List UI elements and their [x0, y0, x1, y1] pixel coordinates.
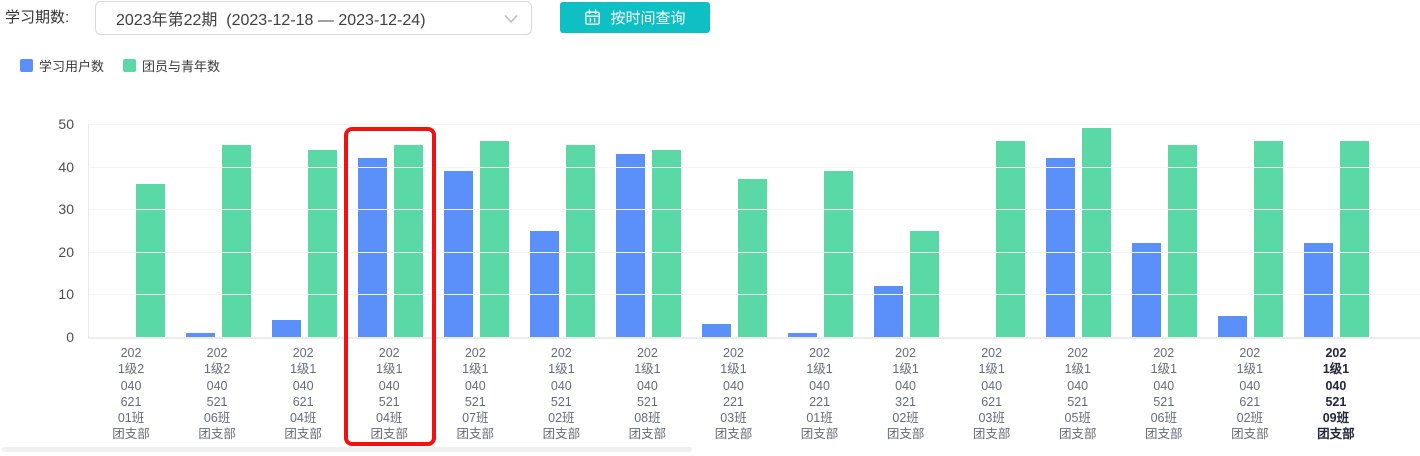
chevron-down-icon — [504, 14, 518, 24]
chart-legend: 学习用户数 团员与青年数 — [20, 56, 220, 75]
gridline — [89, 167, 1420, 168]
legend-swatch-blue — [20, 59, 33, 72]
bar-group — [691, 124, 777, 337]
bar-members-and-youth[interactable] — [1168, 145, 1197, 337]
bar-study-users[interactable] — [1132, 243, 1161, 337]
bar-study-users[interactable] — [616, 154, 645, 337]
bar-group — [433, 124, 519, 337]
bar-study-users[interactable] — [788, 333, 817, 337]
bar-members-and-youth[interactable] — [394, 145, 423, 337]
gridline — [89, 209, 1420, 210]
horizontal-scrollbar-thumb[interactable] — [2, 447, 692, 452]
bar-group — [519, 124, 605, 337]
x-axis-label: 202 1级1 040 621 02班 团支部 — [1207, 345, 1293, 443]
x-axis-label: 202 1级1 040 521 07班 团支部 — [432, 345, 518, 443]
y-tick-label: 20 — [58, 244, 74, 260]
bar-group — [1208, 124, 1294, 337]
x-axis-label: 202 1级1 040 521 05班 团支部 — [1035, 345, 1121, 443]
gridline — [89, 294, 1420, 295]
bar-group — [605, 124, 691, 337]
y-axis: 01020304050 — [0, 124, 80, 337]
x-axis-label: 202 1级1 040 621 03班 团支部 — [949, 345, 1035, 443]
legend-swatch-green — [123, 59, 136, 72]
x-axis-label: 202 1级1 040 221 03班 团支部 — [690, 345, 776, 443]
period-select[interactable]: 2023年第22期 (2023-12-18 — 2023-12-24) — [95, 1, 532, 35]
y-tick-label: 30 — [58, 201, 74, 217]
bar-groups — [89, 124, 1380, 337]
bar-group — [347, 124, 433, 337]
x-axis-label: 202 1级1 040 221 01班 团支部 — [777, 345, 863, 443]
bar-group — [1122, 124, 1208, 337]
gridline — [89, 252, 1420, 253]
legend-item-study-users[interactable]: 学习用户数 — [20, 56, 104, 75]
bar-members-and-youth[interactable] — [652, 150, 681, 337]
calendar-icon — [584, 9, 601, 26]
legend-label: 学习用户数 — [39, 56, 104, 75]
bar-group — [1036, 124, 1122, 337]
period-field-label: 学习期数: — [5, 0, 69, 36]
bar-members-and-youth[interactable] — [910, 231, 939, 338]
bar-group — [89, 124, 175, 337]
bar-members-and-youth[interactable] — [1340, 141, 1369, 337]
x-axis-label: 202 1级1 040 621 04班 团支部 — [260, 345, 346, 443]
bar-group — [175, 124, 261, 337]
query-by-time-label: 按时间查询 — [610, 7, 685, 28]
y-tick-label: 10 — [58, 286, 74, 302]
bar-members-and-youth[interactable] — [566, 145, 595, 337]
bar-members-and-youth[interactable] — [1254, 141, 1283, 337]
bar-members-and-youth[interactable] — [222, 145, 251, 337]
bar-study-users[interactable] — [530, 231, 559, 338]
bar-members-and-youth[interactable] — [308, 150, 337, 337]
bar-members-and-youth[interactable] — [136, 184, 165, 337]
legend-item-members-and-youth[interactable]: 团员与青年数 — [123, 56, 220, 75]
bar-group — [1294, 124, 1380, 337]
bar-study-users[interactable] — [358, 158, 387, 337]
bar-chart: 01020304050 202 1级2 040 621 01班 团支部202 1… — [0, 100, 1420, 450]
bar-members-and-youth[interactable] — [996, 141, 1025, 337]
x-axis-labels: 202 1级2 040 621 01班 团支部202 1级2 040 521 0… — [88, 345, 1379, 443]
y-tick-label: 50 — [58, 116, 74, 132]
y-tick-label: 0 — [66, 329, 74, 345]
bar-members-and-youth[interactable] — [824, 171, 853, 337]
bar-group — [864, 124, 950, 337]
bar-members-and-youth[interactable] — [738, 179, 767, 337]
bar-members-and-youth[interactable] — [1082, 128, 1111, 337]
query-by-time-button[interactable]: 按时间查询 — [560, 2, 710, 33]
x-axis-label: 202 1级1 040 521 09班 团支部 — [1293, 345, 1379, 443]
bar-study-users[interactable] — [1304, 243, 1333, 337]
x-axis-label: 202 1级2 040 621 01班 团支部 — [88, 345, 174, 443]
legend-label: 团员与青年数 — [142, 56, 220, 75]
y-tick-label: 40 — [58, 159, 74, 175]
bar-study-users[interactable] — [1218, 316, 1247, 337]
x-axis-label: 202 1级1 040 521 04班 团支部 — [346, 345, 432, 443]
x-axis-label: 202 1级1 040 521 02班 团支部 — [518, 345, 604, 443]
period-select-value: 2023年第22期 (2023-12-18 — 2023-12-24) — [96, 6, 426, 30]
bar-study-users[interactable] — [272, 320, 301, 337]
gridline — [89, 124, 1420, 125]
x-axis-label: 202 1级2 040 521 06班 团支部 — [174, 345, 260, 443]
x-axis-label: 202 1级1 040 521 06班 团支部 — [1121, 345, 1207, 443]
x-axis-label: 202 1级1 040 321 02班 团支部 — [863, 345, 949, 443]
plot-area — [88, 124, 1420, 339]
bar-group — [778, 124, 864, 337]
bar-study-users[interactable] — [186, 333, 215, 337]
bar-study-users[interactable] — [1046, 158, 1075, 337]
bar-group — [950, 124, 1036, 337]
x-axis-label: 202 1级1 040 521 08班 团支部 — [604, 345, 690, 443]
bar-study-users[interactable] — [702, 324, 731, 337]
bar-members-and-youth[interactable] — [480, 141, 509, 337]
bar-study-users[interactable] — [444, 171, 473, 337]
bar-group — [261, 124, 347, 337]
